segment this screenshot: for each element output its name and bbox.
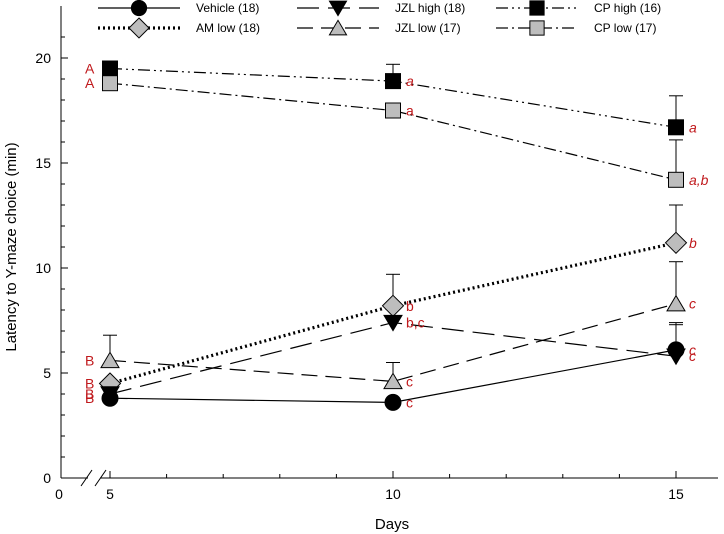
x-axis-title: Days <box>375 516 409 533</box>
significance-label: a <box>689 119 697 135</box>
y-tick-label: 10 <box>35 260 51 276</box>
significance-label: c <box>689 296 696 312</box>
significance-label: c <box>406 373 413 389</box>
x-tick-label: 15 <box>668 486 684 502</box>
legend-label: CP high (16) <box>594 1 661 15</box>
data-point <box>668 171 684 188</box>
significance-label: c <box>689 348 696 364</box>
legend-label: CP low (17) <box>594 21 656 35</box>
data-point <box>102 75 118 92</box>
axis-break-mark <box>80 469 93 487</box>
legend-label: JZL high (18) <box>395 1 465 15</box>
significance-label: B <box>85 352 94 368</box>
significance-label: B <box>85 386 94 402</box>
data-point <box>383 314 403 332</box>
legend-marker <box>529 20 545 36</box>
significance-label: B <box>85 376 94 392</box>
series-lines-layer <box>109 67 677 404</box>
series-line <box>109 241 677 386</box>
legend-label: AM low (18) <box>196 21 260 35</box>
legend: Vehicle (18) AM low (18) JZL high (18) JZL … <box>98 0 661 39</box>
data-point <box>384 393 402 411</box>
significance-label: B <box>85 390 94 406</box>
axis-break-mark <box>94 469 107 487</box>
x-tick-label: 5 <box>106 486 114 502</box>
y-tick-label: 5 <box>43 365 51 381</box>
significance-label: b,c <box>406 315 425 331</box>
significance-label: a <box>406 103 414 119</box>
legend-label: JZL low (17) <box>395 21 461 35</box>
data-point <box>385 73 401 90</box>
y-tick-label: 0 <box>43 470 51 486</box>
x-tick-label: 0 <box>55 486 63 502</box>
legend-marker <box>128 17 150 39</box>
legend-marker <box>130 0 148 17</box>
legend-label: Vehicle (18) <box>196 1 259 15</box>
data-point <box>385 102 401 119</box>
markers-layer <box>98 60 688 411</box>
data-point <box>102 60 118 77</box>
data-point <box>100 386 120 404</box>
data-point <box>100 351 120 369</box>
significance-label: a,b <box>689 172 709 188</box>
significance-label: c <box>689 342 696 358</box>
y-tick-label: 15 <box>35 155 51 171</box>
significance-label: c <box>406 394 413 410</box>
significance-label: A <box>85 61 95 77</box>
significance-label: a <box>406 73 414 89</box>
data-point <box>666 348 686 366</box>
data-point <box>381 294 405 318</box>
data-point <box>664 231 688 255</box>
legend-marker <box>328 0 348 17</box>
y-tick-label: 20 <box>35 50 51 66</box>
y-axis-title: Latency to Y-maze choice (min) <box>3 142 20 351</box>
legend-marker <box>328 19 348 36</box>
data-point <box>383 372 403 390</box>
data-point <box>668 119 684 136</box>
axes-layer: 0 5 10 15 20 0 5 10 15 <box>35 6 718 502</box>
x-tick-label: 10 <box>385 486 401 502</box>
data-point <box>666 294 686 312</box>
series-line <box>109 82 677 181</box>
significance-label: b <box>406 298 414 314</box>
legend-marker <box>529 0 545 16</box>
significance-label: b <box>689 235 697 251</box>
significance-label: A <box>85 75 95 91</box>
